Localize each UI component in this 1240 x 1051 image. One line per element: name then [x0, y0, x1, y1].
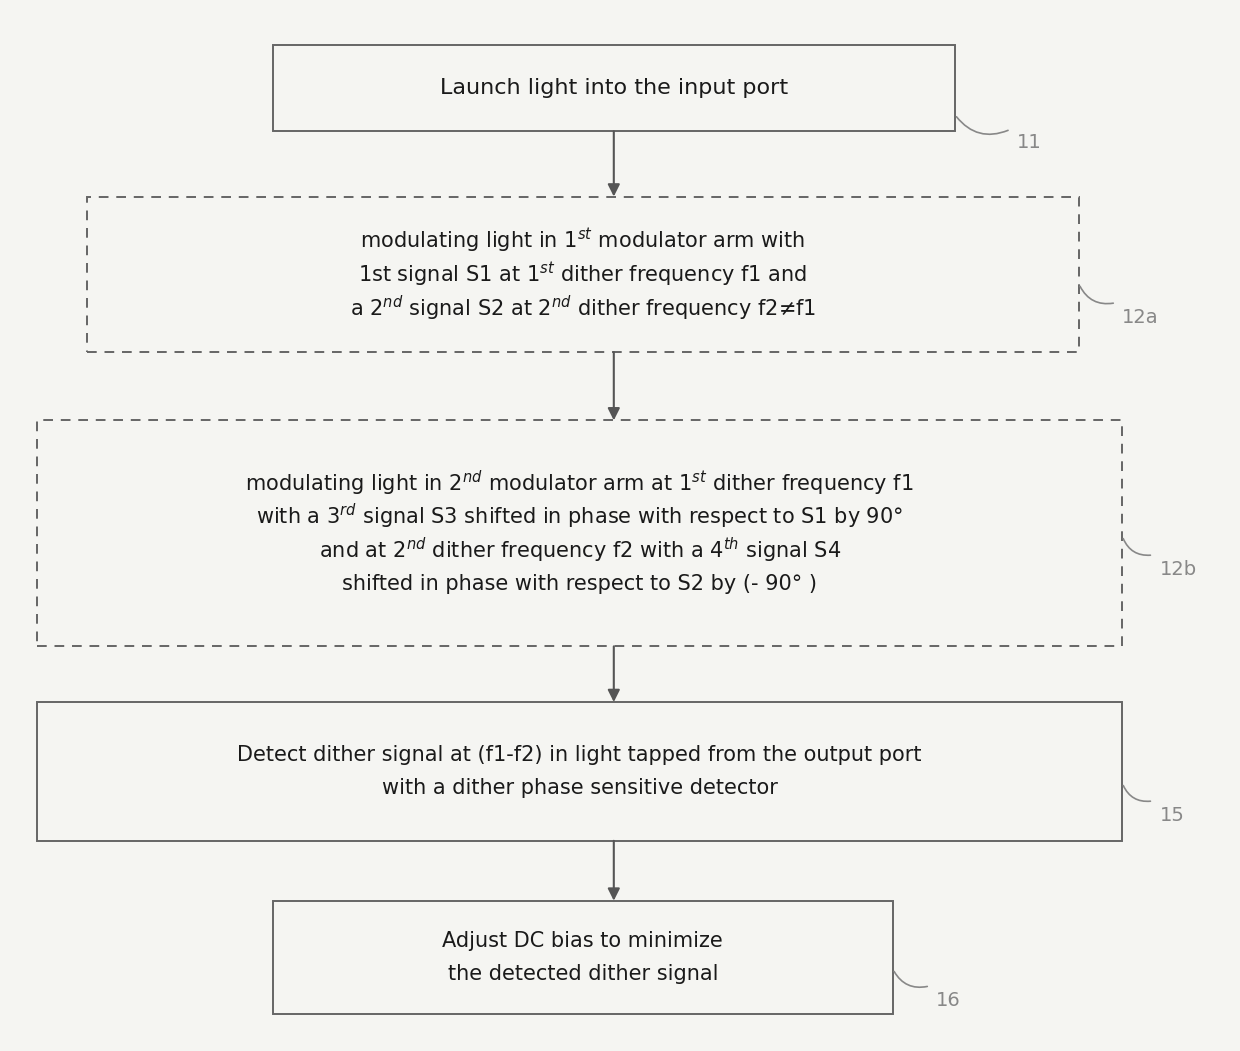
Text: 12a: 12a — [1122, 308, 1159, 327]
Text: and at 2$^{nd}$ dither frequency f2 with a 4$^{th}$ signal S4: and at 2$^{nd}$ dither frequency f2 with… — [319, 536, 841, 564]
Text: 1st signal S1 at 1$^{st}$ dither frequency f1 and: 1st signal S1 at 1$^{st}$ dither frequen… — [358, 260, 807, 289]
Text: modulating light in 1$^{st}$ modulator arm with: modulating light in 1$^{st}$ modulator a… — [361, 226, 805, 255]
Text: the detected dither signal: the detected dither signal — [448, 964, 718, 985]
Text: 11: 11 — [1017, 133, 1042, 152]
FancyBboxPatch shape — [37, 420, 1122, 646]
Text: with a 3$^{rd}$ signal S3 shifted in phase with respect to S1 by 90°: with a 3$^{rd}$ signal S3 shifted in pha… — [257, 502, 903, 531]
Text: shifted in phase with respect to S2 by (- 90° ): shifted in phase with respect to S2 by (… — [342, 574, 817, 594]
Text: Detect dither signal at (f1-f2) in light tapped from the output port: Detect dither signal at (f1-f2) in light… — [237, 744, 923, 765]
Text: a 2$^{nd}$ signal S2 at 2$^{nd}$ dither frequency f2≠f1: a 2$^{nd}$ signal S2 at 2$^{nd}$ dither … — [350, 293, 816, 323]
FancyBboxPatch shape — [37, 702, 1122, 841]
Text: Launch light into the input port: Launch light into the input port — [440, 78, 787, 99]
Text: 12b: 12b — [1159, 560, 1197, 579]
Text: with a dither phase sensitive detector: with a dither phase sensitive detector — [382, 778, 777, 799]
Text: 15: 15 — [1159, 806, 1184, 825]
FancyBboxPatch shape — [273, 45, 955, 131]
FancyBboxPatch shape — [87, 197, 1079, 352]
Text: 16: 16 — [936, 991, 961, 1010]
FancyBboxPatch shape — [273, 901, 893, 1014]
Text: modulating light in 2$^{nd}$ modulator arm at 1$^{st}$ dither frequency f1: modulating light in 2$^{nd}$ modulator a… — [246, 469, 914, 497]
Text: Adjust DC bias to minimize: Adjust DC bias to minimize — [443, 930, 723, 951]
